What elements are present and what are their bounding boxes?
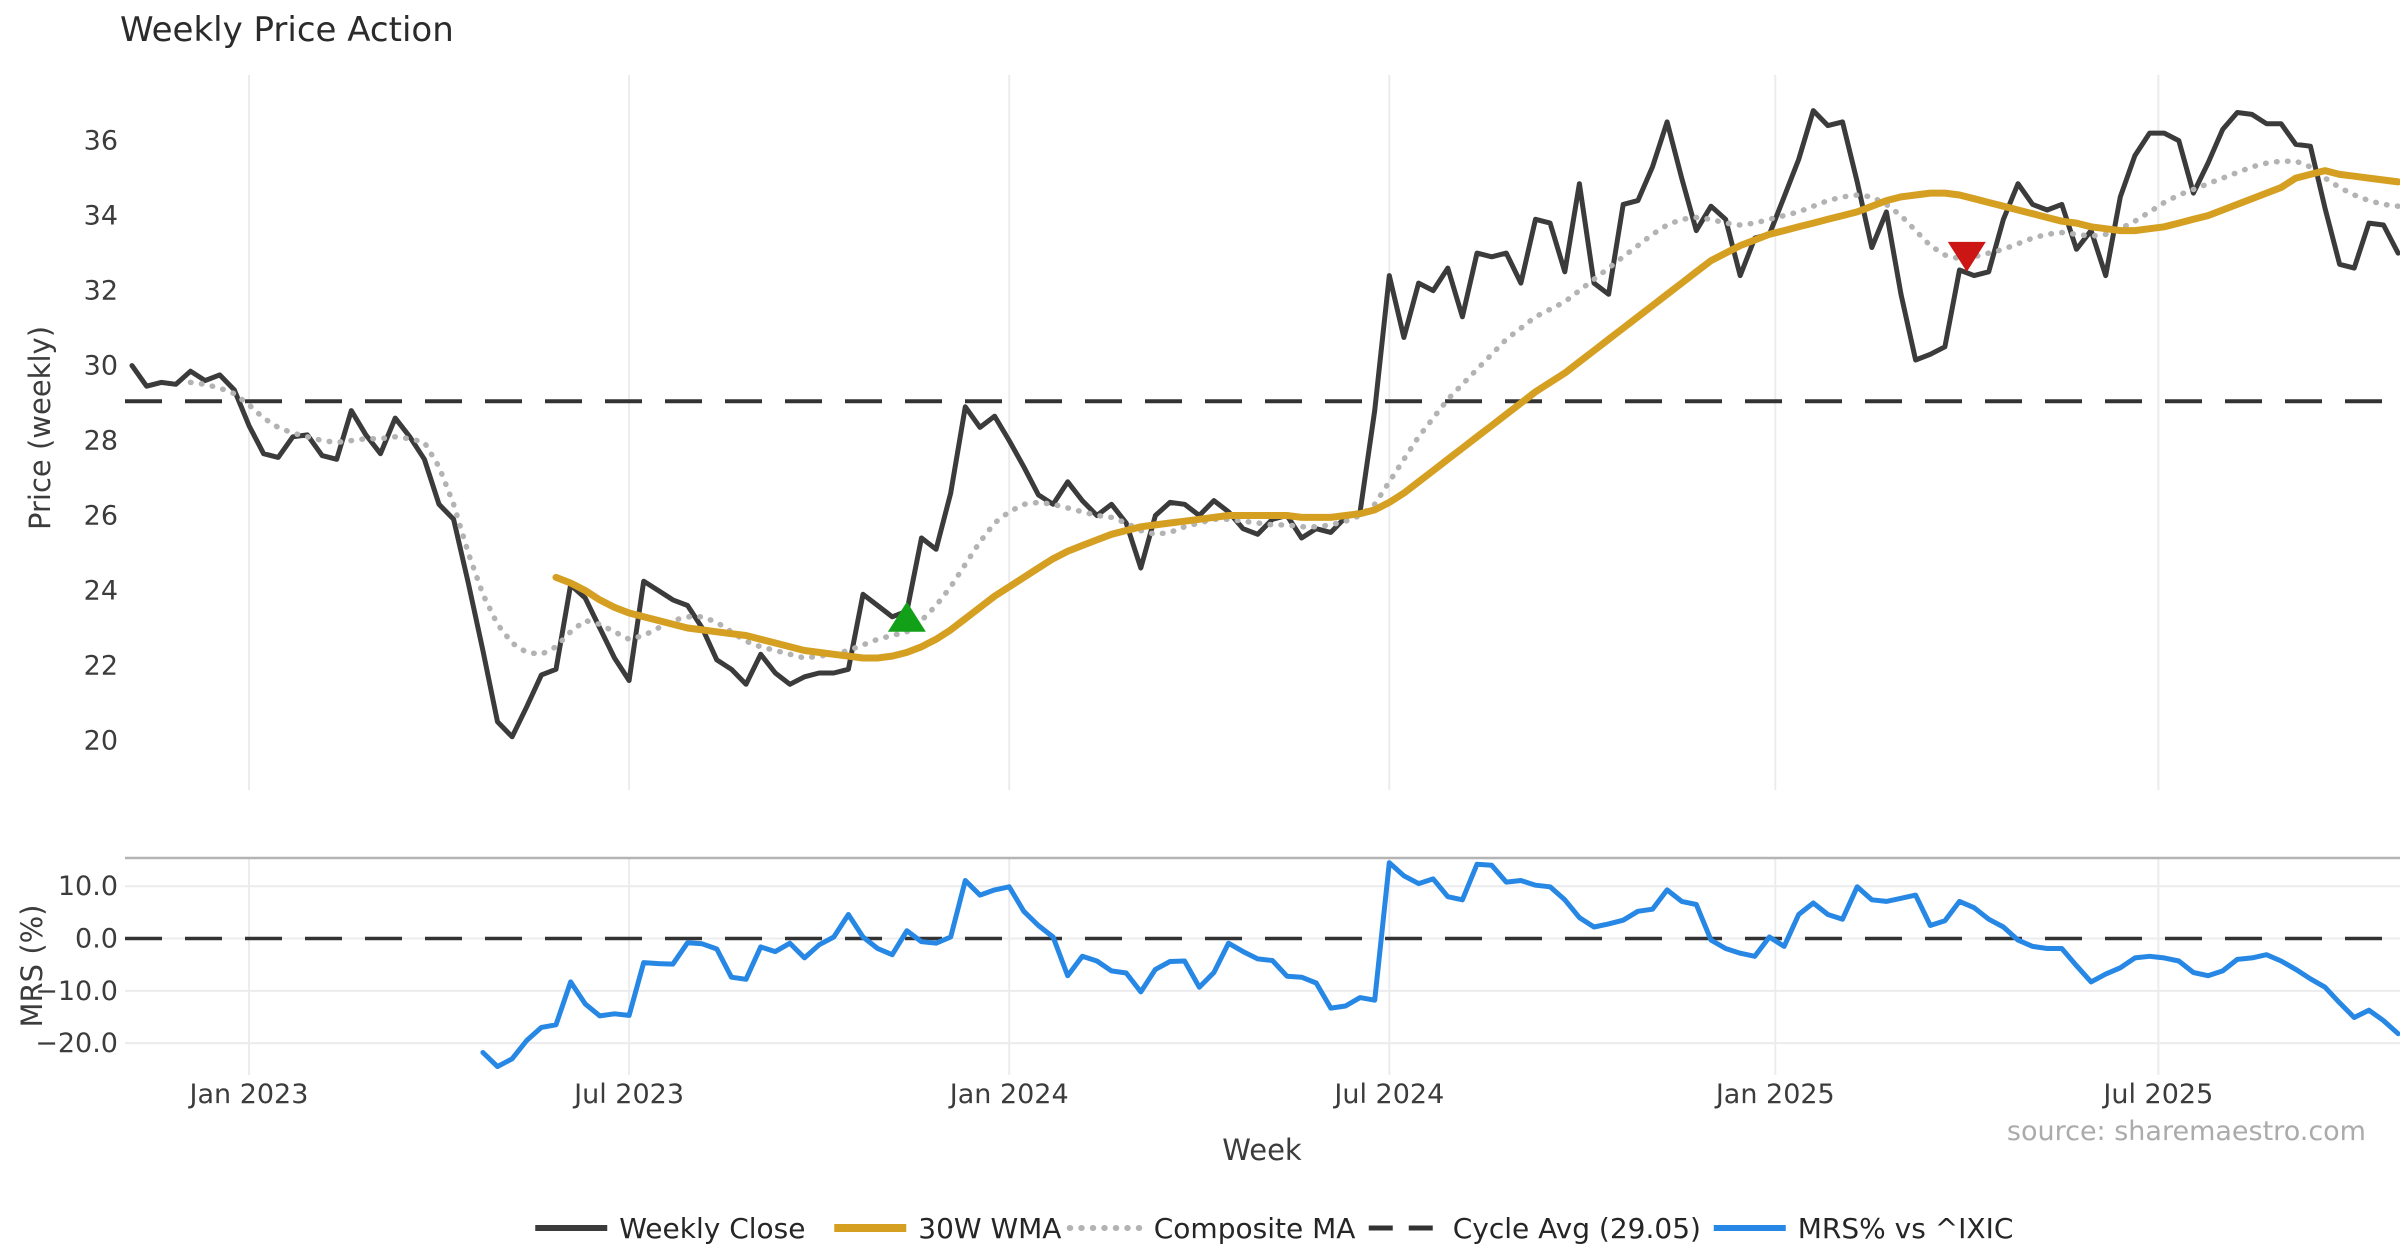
sell-signal-marker-icon [1947, 241, 1986, 272]
x-axis-label: Week [1222, 1133, 1302, 1167]
price-tick-label: 22 [84, 651, 118, 682]
mrs-tick-label: 0.0 [75, 924, 118, 955]
mrs-axis-label: MRS (%) [15, 905, 49, 1028]
mrs-tick-label: −10.0 [35, 976, 118, 1007]
x-tick-label: Jul 2023 [572, 1079, 684, 1110]
price-tick-label: 20 [84, 726, 118, 757]
price-tick-label: 36 [84, 126, 118, 157]
buy-signal-marker-icon [887, 601, 926, 632]
legend-item-cycle-avg-29-05-: Cycle Avg (29.05) [1368, 1212, 1701, 1245]
legend-label: 30W WMA [918, 1212, 1061, 1245]
mrs-tick-label: −20.0 [35, 1028, 118, 1059]
price-tick-label: 24 [84, 576, 118, 607]
series-mrs [480, 860, 2400, 1070]
legend-label: Cycle Avg (29.05) [1453, 1212, 1701, 1245]
legend-item-30w-wma: 30W WMA [834, 1212, 1061, 1245]
legend-item-mrs-vs-ixic: MRS% vs ^IXIC [1713, 1212, 2014, 1245]
series-composite-ma [187, 158, 2400, 661]
chart-title: Weekly Price Action [120, 10, 454, 50]
price-tick-label: 28 [84, 426, 118, 457]
legend-label: MRS% vs ^IXIC [1798, 1212, 2014, 1245]
price-tick-label: 26 [84, 501, 118, 532]
legend-label: Composite MA [1154, 1212, 1356, 1245]
source-credit: source: sharemaestro.com [2007, 1116, 2366, 1147]
series-weekly-close [129, 108, 2400, 740]
signal-marker-layer [887, 241, 1986, 632]
x-tick-label: Jan 2024 [948, 1079, 1069, 1110]
x-tick-label: Jan 2023 [187, 1079, 308, 1110]
x-tick-label: Jul 2024 [1332, 1079, 1444, 1110]
price-tick-label: 32 [84, 276, 118, 307]
price-tick-label: 34 [84, 201, 118, 232]
legend-item-composite-ma: Composite MA [1066, 1212, 1356, 1245]
tick-label-layer: Jan 2023 Jul 2023 Jan 2024 Jul 2024 Jan 2025… [35, 126, 2213, 1110]
price-tick-label: 30 [84, 351, 118, 382]
legend: Weekly Close 30W WMA Composite MA Cycle Avg… [535, 1212, 2013, 1245]
series-30w-wma [552, 167, 2400, 662]
x-tick-label: Jan 2025 [1714, 1079, 1835, 1110]
price-axis-label: Price (weekly) [23, 326, 57, 530]
x-tick-label: Jul 2025 [2101, 1079, 2213, 1110]
legend-item-weekly-close: Weekly Close [535, 1212, 806, 1245]
mrs-tick-label: 10.0 [58, 871, 118, 902]
legend-label: Weekly Close [619, 1212, 805, 1245]
series-layer [125, 108, 2400, 1070]
